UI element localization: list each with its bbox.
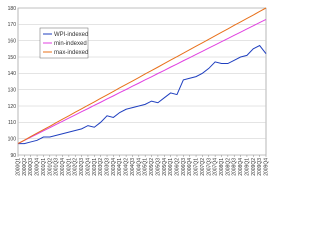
series-line [17, 18, 267, 145]
x-tick-label: 2003Q4 [111, 158, 117, 176]
x-tick-label: 2008Q1 [219, 158, 225, 176]
x-tick-label: 2002Q2 [73, 158, 79, 176]
x-tick-label: 2000Q1 [16, 158, 22, 176]
x-tick-label: 2003Q1 [92, 158, 98, 176]
x-tick-label: 2006Q3 [181, 158, 187, 176]
legend-label: max-indexed [54, 50, 88, 56]
legend-label: WPI-indexed [54, 32, 88, 38]
x-tick-label: 2005Q2 [149, 158, 155, 176]
series-line [18, 44, 267, 145]
x-tick-label: 2006Q4 [187, 158, 193, 176]
x-tick-label: 2003Q2 [98, 158, 104, 176]
x-tick-label: 2008Q3 [232, 158, 238, 176]
y-tick-label: 140 [8, 71, 17, 77]
x-tick-label: 2003Q3 [105, 158, 111, 176]
series-line [17, 7, 267, 145]
x-tick-label: 2001Q3 [54, 158, 60, 176]
x-tick-label: 2002Q4 [85, 158, 91, 176]
x-tick-label: 2004Q4 [136, 158, 142, 176]
x-tick-label: 2001Q1 [41, 158, 47, 176]
x-tick-label: 2008Q4 [238, 158, 244, 176]
x-tick-label: 2007Q2 [200, 158, 206, 176]
x-tick-label: 2002Q1 [66, 158, 72, 176]
y-tick-label: 90 [10, 153, 16, 159]
x-tick-label: 2004Q3 [130, 158, 136, 176]
y-tick-label: 150 [8, 55, 17, 61]
x-tick-label: 2006Q2 [174, 158, 180, 176]
x-tick-label: 2007Q1 [194, 158, 200, 176]
x-tick-label: 2000Q4 [35, 158, 41, 176]
y-tick-label: 120 [8, 104, 17, 110]
y-tick-label: 100 [8, 136, 17, 142]
y-tick-label: 160 [8, 38, 17, 44]
x-tick-label: 2009Q3 [257, 158, 263, 176]
x-tick-label: 2001Q2 [47, 158, 53, 176]
x-tick-label: 2004Q2 [124, 158, 130, 176]
legend-label: min-indexed [54, 41, 87, 47]
y-tick-label: 130 [8, 87, 17, 93]
y-tick-label: 170 [8, 22, 17, 28]
x-tick-label: 2009Q1 [244, 158, 250, 176]
x-tick-label: 2006Q1 [168, 158, 174, 176]
x-tick-label: 2005Q4 [162, 158, 168, 176]
x-tick-label: 2007Q3 [206, 158, 212, 176]
x-tick-label: 2008Q2 [225, 158, 231, 176]
x-tick-label: 2004Q1 [117, 158, 123, 176]
x-tick-label: 2007Q4 [213, 158, 219, 176]
x-tick-label: 2002Q3 [79, 158, 85, 176]
x-tick-label: 2000Q2 [22, 158, 28, 176]
x-tick-label: 2001Q4 [60, 158, 66, 176]
x-tick-label: 2009Q4 [264, 158, 270, 176]
y-tick-label: 180 [8, 6, 17, 12]
x-tick-label: 2009Q2 [251, 158, 257, 176]
x-tick-label: 2000Q3 [28, 158, 34, 176]
x-tick-label: 2005Q1 [143, 158, 149, 176]
x-tick-label: 2005Q3 [155, 158, 161, 176]
y-tick-label: 110 [8, 120, 16, 126]
